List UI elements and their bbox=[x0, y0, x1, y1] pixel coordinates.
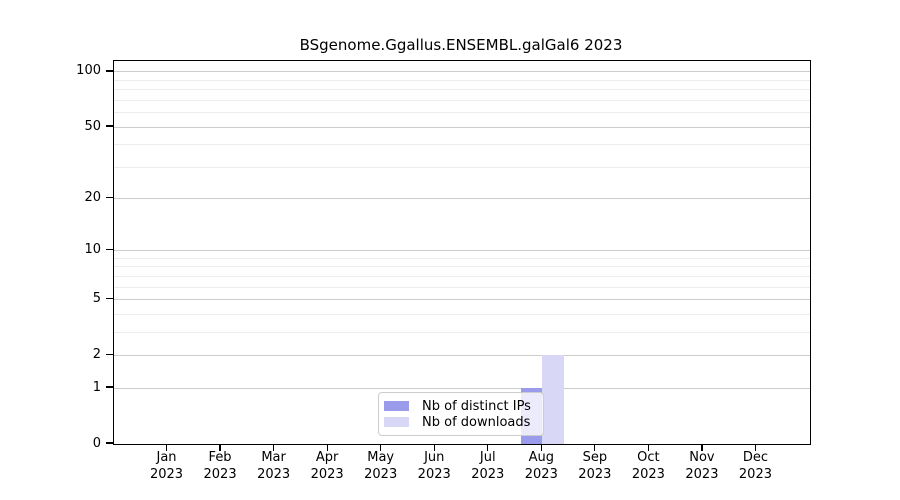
x-axis-tick-label: Jan 2023 bbox=[127, 450, 207, 483]
y-axis-tick bbox=[106, 70, 113, 72]
gridline-minor bbox=[114, 275, 810, 277]
x-tick-month: Nov bbox=[689, 450, 715, 465]
x-tick-year: 2023 bbox=[417, 466, 451, 482]
x-axis-tick bbox=[433, 444, 435, 451]
y-axis-tick bbox=[106, 353, 113, 356]
x-axis-tick bbox=[647, 444, 650, 451]
x-tick-month: Feb bbox=[208, 450, 232, 465]
x-axis-tick-label: Dec 2023 bbox=[715, 450, 795, 483]
gridline-major bbox=[114, 126, 810, 128]
bar-downloads bbox=[542, 355, 564, 444]
legend-label-downloads: Nb of downloads bbox=[422, 414, 531, 430]
x-axis-tick bbox=[326, 444, 328, 451]
x-tick-month: Dec bbox=[742, 450, 769, 465]
gridline-minor bbox=[114, 144, 810, 146]
legend-item-distinct-ips: Nb of distinct IPs bbox=[379, 398, 543, 414]
x-axis-tick bbox=[272, 444, 275, 451]
y-axis-tick bbox=[106, 125, 113, 127]
x-tick-month: Jul bbox=[479, 450, 496, 465]
y-axis-tick bbox=[106, 249, 113, 251]
y-axis-tick bbox=[106, 196, 113, 199]
y-axis-tick-label: 50 bbox=[84, 118, 101, 134]
x-axis-tick-label: Apr 2023 bbox=[287, 450, 367, 483]
x-tick-month: Sep bbox=[582, 450, 608, 465]
y-axis-tick-label: 5 bbox=[92, 291, 101, 307]
gridline-major bbox=[114, 299, 810, 301]
y-axis-tick-label: 20 bbox=[84, 190, 101, 206]
x-tick-month: Oct bbox=[637, 450, 660, 465]
x-tick-year: 2023 bbox=[203, 466, 237, 482]
x-tick-year: 2023 bbox=[738, 466, 772, 482]
y-axis-tick bbox=[106, 442, 113, 444]
x-tick-month: May bbox=[367, 450, 395, 465]
gridline-major bbox=[114, 71, 810, 73]
x-axis-tick bbox=[701, 444, 703, 451]
x-axis-tick-label: Nov 2023 bbox=[662, 450, 742, 483]
gridline-minor bbox=[114, 266, 810, 268]
x-axis-tick bbox=[540, 444, 542, 451]
x-axis-tick-label: Oct 2023 bbox=[608, 450, 688, 483]
legend-item-downloads: Nb of downloads bbox=[379, 414, 543, 430]
plot-area bbox=[113, 60, 811, 445]
x-axis-tick-label: Sep 2023 bbox=[555, 450, 635, 483]
gridline-minor bbox=[114, 89, 810, 91]
y-axis-tick bbox=[106, 297, 113, 300]
gridline-minor bbox=[114, 112, 810, 114]
gridline-major bbox=[114, 387, 810, 389]
downloads-swatch-icon bbox=[384, 417, 409, 427]
x-tick-year: 2023 bbox=[471, 466, 505, 482]
x-tick-month: Aug bbox=[528, 450, 554, 465]
y-axis-tick-label: 100 bbox=[76, 63, 101, 79]
gridline-major bbox=[114, 198, 810, 200]
gridline-minor bbox=[114, 257, 810, 259]
x-axis-tick bbox=[594, 444, 596, 451]
gridline-major bbox=[114, 250, 810, 252]
x-axis-tick-label: Jul 2023 bbox=[448, 450, 528, 483]
legend: Nb of distinct IPs Nb of downloads bbox=[378, 392, 544, 436]
gridline-minor bbox=[114, 166, 810, 168]
x-axis-tick-label: Jun 2023 bbox=[394, 450, 474, 483]
x-axis-tick-label: May 2023 bbox=[341, 450, 421, 483]
gridline-minor bbox=[114, 286, 810, 288]
x-axis-tick bbox=[165, 444, 168, 451]
y-axis-tick-label: 1 bbox=[92, 379, 101, 395]
x-axis-tick bbox=[380, 444, 382, 451]
x-tick-year: 2023 bbox=[631, 466, 665, 482]
x-axis-tick-label: Mar 2023 bbox=[234, 450, 314, 483]
x-tick-year: 2023 bbox=[524, 466, 558, 482]
x-tick-year: 2023 bbox=[578, 466, 612, 482]
x-tick-month: Jun bbox=[424, 450, 445, 465]
y-axis-tick-label: 10 bbox=[84, 242, 101, 258]
distinct-ips-swatch-icon bbox=[384, 401, 409, 411]
x-axis-tick bbox=[487, 444, 489, 451]
gridline-major bbox=[114, 354, 810, 356]
y-axis-tick-label: 0 bbox=[92, 435, 101, 451]
y-axis-tick bbox=[106, 386, 113, 388]
x-axis-tick-label: Feb 2023 bbox=[180, 450, 260, 483]
x-axis-tick bbox=[754, 444, 757, 451]
x-tick-year: 2023 bbox=[257, 466, 291, 482]
x-tick-year: 2023 bbox=[685, 466, 719, 482]
x-tick-year: 2023 bbox=[149, 466, 184, 482]
x-tick-year: 2023 bbox=[364, 466, 398, 482]
x-axis-tick bbox=[219, 444, 221, 451]
chart-title: BSgenome.Ggallus.ENSEMBL.galGal6 2023 bbox=[299, 36, 623, 54]
x-axis-tick-label: Aug 2023 bbox=[501, 450, 581, 483]
legend-label-distinct-ips: Nb of distinct IPs bbox=[422, 398, 531, 414]
x-tick-month: Mar bbox=[261, 450, 286, 465]
y-axis-tick-label: 2 bbox=[92, 346, 101, 362]
x-tick-month: Jan bbox=[156, 450, 177, 465]
x-tick-month: Apr bbox=[315, 450, 339, 465]
gridline-minor bbox=[114, 79, 810, 81]
gridline-minor bbox=[114, 313, 810, 315]
x-tick-year: 2023 bbox=[310, 466, 344, 482]
gridline-minor bbox=[114, 331, 810, 333]
gridline-minor bbox=[114, 99, 810, 101]
